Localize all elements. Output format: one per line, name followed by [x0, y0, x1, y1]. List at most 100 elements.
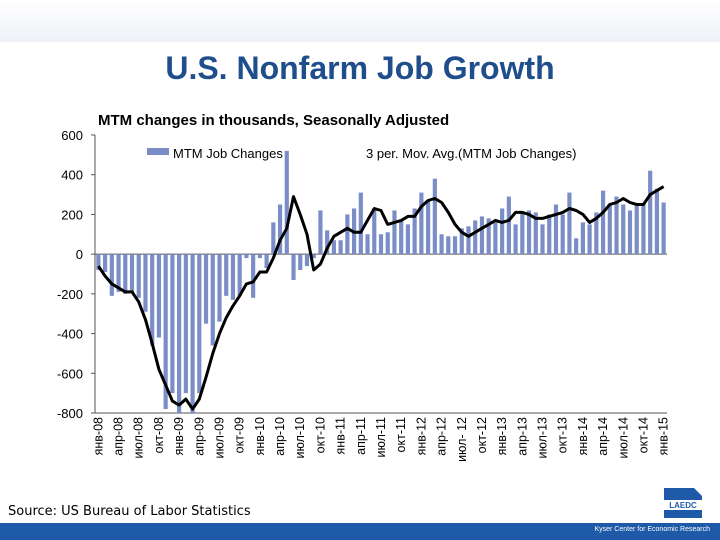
chart-legend: MTM Job Changes 3 per. Mov. Avg.(MTM Job …: [147, 146, 577, 161]
bar: [547, 214, 552, 255]
bar: [183, 254, 188, 394]
laedc-logo: LAEDC: [662, 488, 704, 518]
source-note: Source: US Bureau of Labor Statistics: [8, 504, 251, 519]
bar: [627, 210, 633, 255]
bar: [600, 190, 606, 255]
bar: [553, 204, 559, 255]
x-tick-label: окт-10: [313, 417, 327, 453]
x-tick-label: июл- 12: [455, 417, 469, 462]
bar: [426, 200, 431, 255]
chart-subtitle: MTM changes in thousands, Seasonally Adj…: [98, 112, 450, 129]
x-tick-label: апр-14: [596, 417, 610, 456]
bar: [594, 212, 599, 255]
bar: [466, 226, 471, 255]
bar: [479, 216, 485, 255]
x-tick-label: янв-12: [414, 417, 428, 455]
bar: [473, 220, 478, 255]
bar: [197, 254, 202, 394]
bar: [378, 234, 384, 255]
x-tick-label: янв-09: [172, 417, 186, 455]
bar: [163, 254, 168, 410]
legend-bar-swatch: [147, 148, 169, 155]
bar: [372, 208, 377, 255]
bar: [459, 228, 464, 255]
x-tick-label: июл-10: [293, 417, 307, 458]
y-tick-label: -400: [57, 327, 83, 342]
bar: [304, 254, 310, 267]
bar: [533, 212, 538, 255]
bar: [251, 254, 256, 298]
x-tick-label: апр-12: [435, 417, 449, 456]
bar: [210, 254, 215, 346]
bar: [405, 224, 411, 255]
bar: [338, 240, 343, 255]
bar: [392, 210, 397, 255]
bar: [224, 254, 229, 296]
x-tick-label: июл-13: [536, 417, 550, 458]
bar: [298, 254, 303, 271]
bar: [513, 224, 518, 255]
bar: [150, 254, 155, 346]
bar: [385, 232, 390, 255]
bar: [203, 254, 209, 324]
bar: [567, 192, 572, 255]
bar: [641, 204, 646, 255]
bar: [257, 254, 262, 259]
x-tick-label: июл-14: [616, 417, 630, 458]
bar: [520, 212, 525, 255]
bar: [419, 192, 424, 255]
y-tick-label: -800: [57, 406, 83, 421]
x-tick-label: апр-13: [515, 417, 529, 456]
x-tick-label: окт-08: [152, 417, 166, 453]
y-tick-label: 200: [61, 207, 83, 222]
y-tick-label: -600: [57, 366, 83, 381]
bar: [143, 254, 148, 312]
bar: [237, 254, 242, 296]
x-tick-label: апр-11: [354, 417, 368, 455]
bar: [621, 204, 626, 255]
bar: [156, 254, 162, 338]
x-tick-label: июл-11: [374, 417, 388, 458]
bar: [634, 204, 639, 255]
bar: [452, 236, 458, 255]
bar: [648, 170, 653, 255]
bar: [587, 224, 592, 255]
bar: [230, 254, 236, 300]
bar: [190, 254, 195, 413]
bar: [103, 254, 108, 273]
legend-bar-label: MTM Job Changes: [173, 146, 283, 161]
bar: [540, 224, 545, 255]
bar: [614, 196, 619, 255]
bar: [264, 254, 269, 269]
y-tick-labels: 600 400 200 0 -200 -400 -600 -800: [57, 128, 83, 421]
y-tick-label: 0: [76, 247, 83, 262]
x-tick-label: июл-08: [132, 417, 146, 458]
bar: [574, 238, 579, 255]
x-tick-label: окт-13: [556, 417, 570, 453]
bar: [271, 222, 276, 255]
bar: [365, 234, 370, 255]
bar: [506, 196, 511, 255]
bar: [123, 254, 128, 294]
page-title: U.S. Nonfarm Job Growth: [165, 50, 555, 86]
bar: [109, 254, 114, 296]
footer-credit: Kyser Center for Economic Research: [594, 526, 710, 533]
bar: [607, 204, 612, 255]
x-tick-label: янв-11: [334, 417, 348, 454]
moving-average-series: [97, 185, 665, 411]
bar: [116, 254, 121, 292]
x-tick-label: июл-09: [212, 417, 226, 458]
bar: [311, 254, 316, 259]
bar: [486, 218, 491, 255]
bar: [217, 254, 222, 322]
x-tick-label: апр-10: [273, 417, 287, 456]
x-tick-label: янв-15: [657, 417, 671, 455]
x-tick-labels: янв-08 апр-08 июл-08 окт-08 янв-09 апр-09 июл-…: [91, 417, 670, 462]
bar: [526, 210, 532, 255]
bar: [136, 254, 141, 298]
bar: [493, 222, 498, 255]
bar: [325, 230, 330, 255]
bar: [399, 220, 404, 255]
header-band: [0, 0, 720, 42]
x-tick-label: окт-09: [233, 417, 247, 453]
